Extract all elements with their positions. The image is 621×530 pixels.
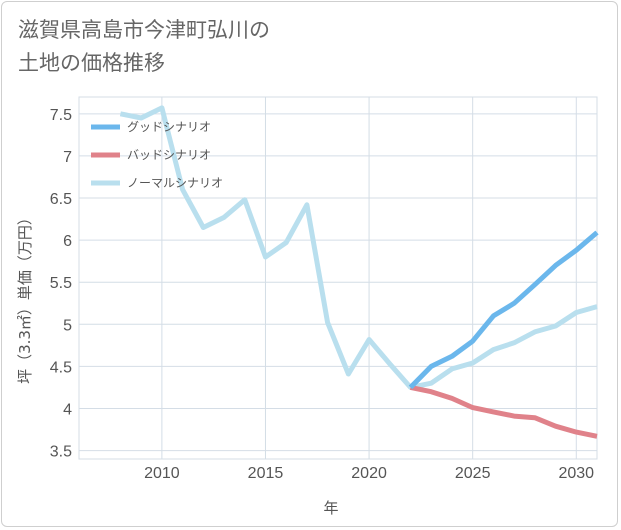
- x-tick-label: 2010: [144, 465, 180, 482]
- x-tick-label: 2030: [558, 465, 594, 482]
- y-tick-label: 7: [63, 149, 72, 166]
- y-axis-label: 坪（3.3㎡）単価（万円）: [16, 210, 34, 384]
- chart-title: 滋賀県高島市今津町弘川の 土地の価格推移: [18, 14, 270, 80]
- y-tick-label: 3.5: [50, 444, 72, 461]
- legend-label-2: ノーマルシナリオ: [127, 176, 223, 190]
- x-axis-label: 年: [323, 499, 338, 517]
- series-line-1: [409, 384, 598, 439]
- series-lines: [119, 105, 599, 439]
- y-tick-label: 5: [63, 317, 72, 334]
- legend-label-1: バッドシナリオ: [127, 148, 211, 162]
- y-tick-label: 5.5: [50, 275, 72, 292]
- title-line-1: 滋賀県高島市今津町弘川の: [18, 18, 270, 42]
- y-tick-label: 4.5: [50, 359, 72, 376]
- legend-label-0: グッドシナリオ: [127, 120, 211, 134]
- y-tick-label: 6.5: [50, 191, 72, 208]
- series-line-0: [408, 230, 599, 390]
- grid-lines: [78, 96, 598, 460]
- x-tick-label: 2015: [248, 465, 284, 482]
- y-tick-label: 7.5: [50, 107, 72, 124]
- y-tick-label: 6: [63, 233, 72, 250]
- title-line-2: 土地の価格推移: [18, 51, 165, 75]
- x-tick-label: 2020: [351, 465, 387, 482]
- x-tick-label: 2025: [455, 465, 491, 482]
- tick-labels: 2010 2015 2020 2025 2030 3.5 4 4.5 5 5.5 6 6.5 7 7.5: [50, 107, 594, 482]
- series-line-2: [119, 105, 598, 390]
- y-tick-label: 4: [63, 401, 72, 418]
- plot-frame: [78, 96, 598, 460]
